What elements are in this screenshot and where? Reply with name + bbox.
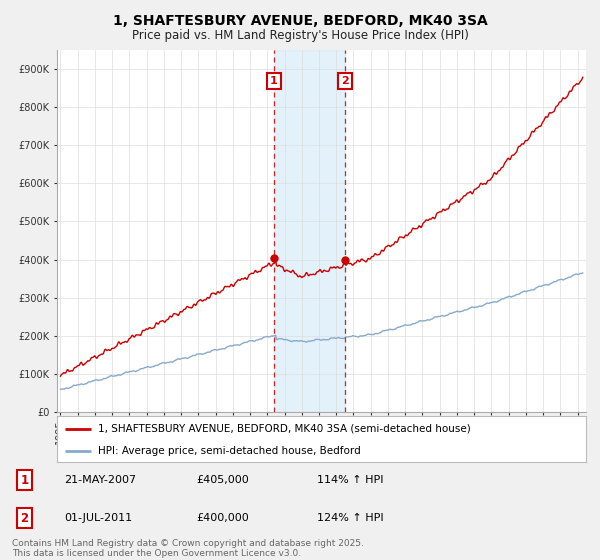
Text: £400,000: £400,000 <box>196 513 249 523</box>
Text: Price paid vs. HM Land Registry's House Price Index (HPI): Price paid vs. HM Land Registry's House … <box>131 29 469 42</box>
Text: 2: 2 <box>20 511 29 525</box>
Bar <box>274 50 345 412</box>
Text: 01-JUL-2011: 01-JUL-2011 <box>64 513 132 523</box>
Text: 124% ↑ HPI: 124% ↑ HPI <box>317 513 384 523</box>
Text: 1, SHAFTESBURY AVENUE, BEDFORD, MK40 3SA (semi-detached house): 1, SHAFTESBURY AVENUE, BEDFORD, MK40 3SA… <box>98 424 471 434</box>
Text: 21-MAY-2007: 21-MAY-2007 <box>64 475 136 485</box>
Text: Contains HM Land Registry data © Crown copyright and database right 2025.
This d: Contains HM Land Registry data © Crown c… <box>12 539 364 558</box>
Text: 1: 1 <box>20 474 29 487</box>
Text: HPI: Average price, semi-detached house, Bedford: HPI: Average price, semi-detached house,… <box>98 446 361 455</box>
Text: £405,000: £405,000 <box>196 475 249 485</box>
Text: 1: 1 <box>270 76 278 86</box>
Text: 1, SHAFTESBURY AVENUE, BEDFORD, MK40 3SA: 1, SHAFTESBURY AVENUE, BEDFORD, MK40 3SA <box>113 14 487 28</box>
Text: 2: 2 <box>341 76 349 86</box>
Text: 114% ↑ HPI: 114% ↑ HPI <box>317 475 384 485</box>
